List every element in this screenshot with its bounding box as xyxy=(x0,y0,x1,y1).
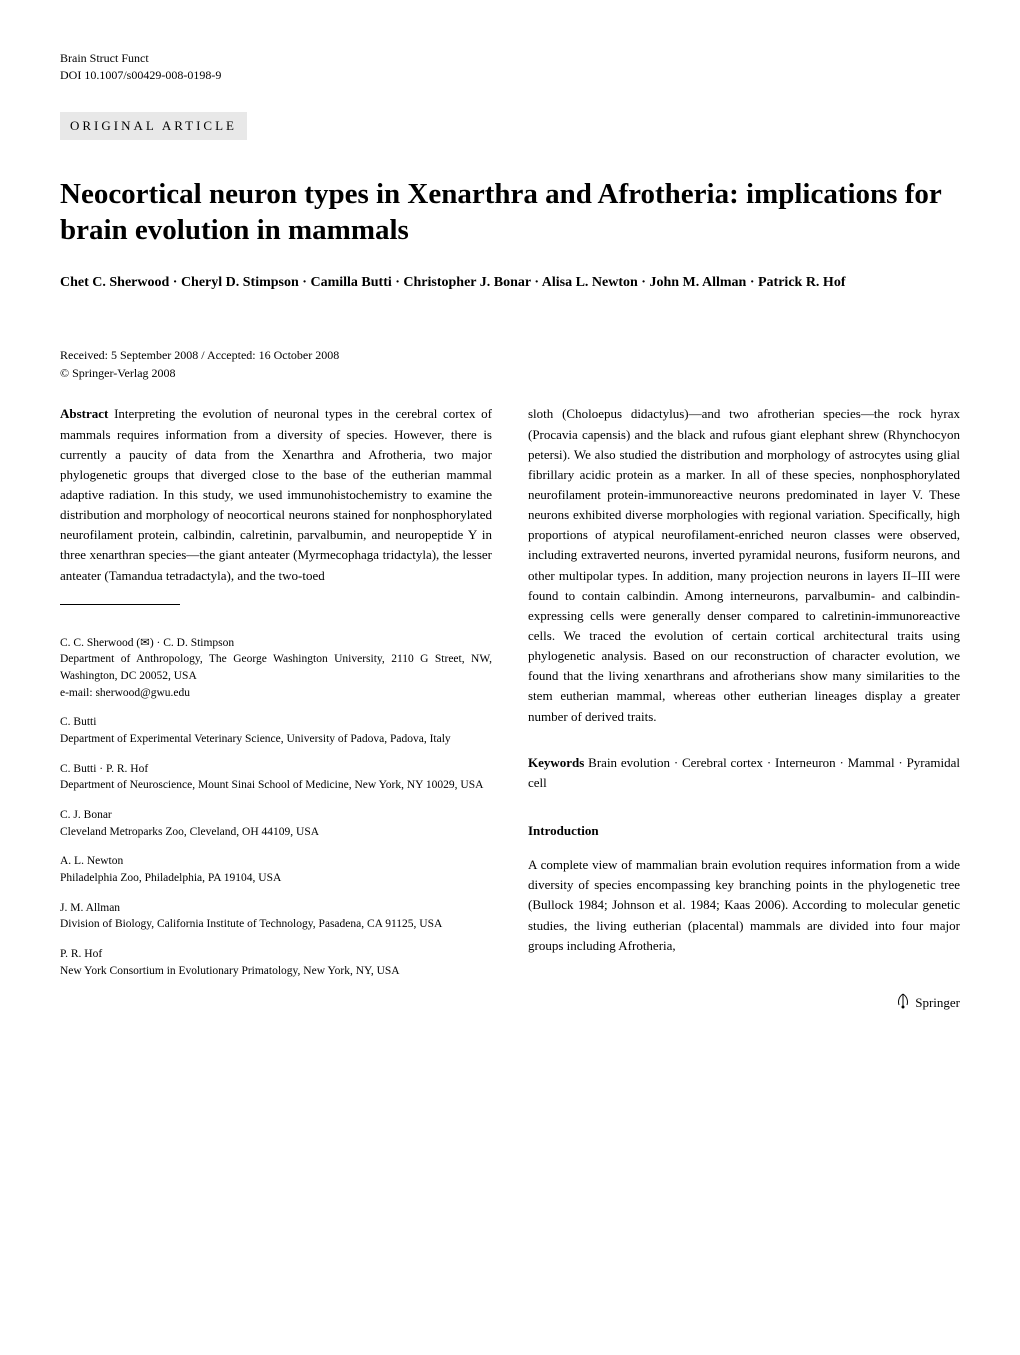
abstract-text-left: Interpreting the evolution of neuronal t… xyxy=(60,406,492,582)
introduction-heading: Introduction xyxy=(528,821,960,841)
affil-names: C. Butti · P. R. Hof xyxy=(60,761,492,778)
left-column: Abstract Interpreting the evolution of n… xyxy=(60,404,492,1016)
affil-names: J. M. Allman xyxy=(60,900,492,917)
article-title: Neocortical neuron types in Xenarthra an… xyxy=(60,176,960,249)
right-column: sloth (Choloepus didactylus)—and two afr… xyxy=(528,404,960,1016)
article-type: ORIGINAL ARTICLE xyxy=(60,112,247,140)
keywords-label: Keywords xyxy=(528,755,584,770)
copyright-line: © Springer-Verlag 2008 xyxy=(60,364,960,382)
affiliation-block: C. Butti · P. R. Hof Department of Neuro… xyxy=(60,761,492,794)
abstract-text-right: sloth (Choloepus didactylus)—and two afr… xyxy=(528,404,960,726)
affiliation-block: C. J. Bonar Cleveland Metroparks Zoo, Cl… xyxy=(60,807,492,840)
affil-dept: Department of Neuroscience, Mount Sinai … xyxy=(60,777,492,794)
journal-header: Brain Struct Funct DOI 10.1007/s00429-00… xyxy=(60,50,960,84)
affil-names: A. L. Newton xyxy=(60,853,492,870)
authors: Chet C. Sherwood · Cheryl D. Stimpson · … xyxy=(60,272,960,294)
affil-names: P. R. Hof xyxy=(60,946,492,963)
content-columns: Abstract Interpreting the evolution of n… xyxy=(60,404,960,1016)
affil-names: C. Butti xyxy=(60,714,492,731)
affil-dept: Department of Anthropology, The George W… xyxy=(60,651,492,684)
affiliation-block: C. Butti Department of Experimental Vete… xyxy=(60,714,492,747)
keywords-text: Brain evolution · Cerebral cortex · Inte… xyxy=(528,755,960,790)
affil-dept: Philadelphia Zoo, Philadelphia, PA 19104… xyxy=(60,870,492,887)
received-line: Received: 5 September 2008 / Accepted: 1… xyxy=(60,346,960,364)
introduction-text: A complete view of mammalian brain evolu… xyxy=(528,855,960,956)
affiliation-block: P. R. Hof New York Consortium in Evoluti… xyxy=(60,946,492,979)
affiliation-block: C. C. Sherwood (✉) · C. D. Stimpson Depa… xyxy=(60,635,492,702)
affil-dept: Department of Experimental Veterinary Sc… xyxy=(60,731,492,748)
affil-email: e-mail: sherwood@gwu.edu xyxy=(60,685,492,702)
springer-icon xyxy=(894,992,912,1016)
keywords-block: Keywords Brain evolution · Cerebral cort… xyxy=(528,753,960,793)
springer-logo: Springer xyxy=(528,992,960,1016)
springer-text: Springer xyxy=(915,995,960,1010)
affil-dept: Division of Biology, California Institut… xyxy=(60,916,492,933)
affiliation-block: A. L. Newton Philadelphia Zoo, Philadelp… xyxy=(60,853,492,886)
affil-names: C. J. Bonar xyxy=(60,807,492,824)
affiliation-block: J. M. Allman Division of Biology, Califo… xyxy=(60,900,492,933)
abstract-label: Abstract xyxy=(60,406,108,421)
abstract-paragraph-left: Abstract Interpreting the evolution of n… xyxy=(60,404,492,585)
doi: DOI 10.1007/s00429-008-0198-9 xyxy=(60,67,960,84)
affil-dept: New York Consortium in Evolutionary Prim… xyxy=(60,963,492,980)
journal-name: Brain Struct Funct xyxy=(60,50,960,67)
affil-names: C. C. Sherwood (✉) · C. D. Stimpson xyxy=(60,635,492,652)
received-dates: Received: 5 September 2008 / Accepted: 1… xyxy=(60,346,960,382)
affiliation-rule xyxy=(60,604,180,605)
affil-dept: Cleveland Metroparks Zoo, Cleveland, OH … xyxy=(60,824,492,841)
affiliations: C. C. Sherwood (✉) · C. D. Stimpson Depa… xyxy=(60,635,492,980)
